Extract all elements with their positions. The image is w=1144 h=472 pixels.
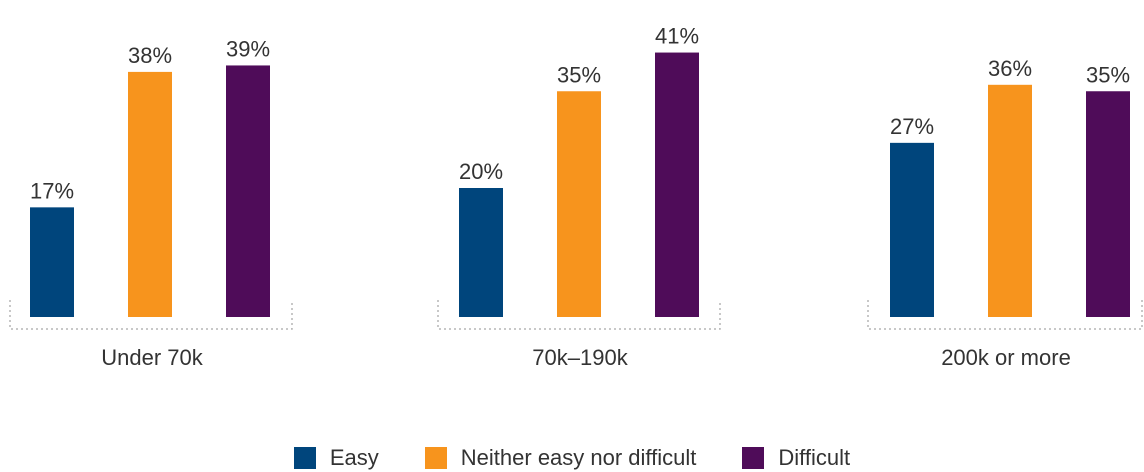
bar-neither-easy-nor-difficult-200k-or-more (988, 84, 1032, 317)
bar-easy-200k-or-more (890, 142, 934, 317)
legend-swatch-neither (424, 447, 447, 469)
legend-label-difficult: Difficult (778, 445, 851, 470)
legend-label-neither: Neither easy nor difficult (460, 445, 697, 470)
group-bracket (867, 300, 1143, 330)
bar-difficult-200k-or-more (1086, 91, 1130, 317)
data-label-difficult-70k-190k: 41% (655, 24, 699, 49)
bar-difficult-under-70k (226, 65, 270, 317)
category-label-under-70k: Under 70k (101, 345, 204, 370)
bar-neither-easy-nor-difficult-70k-190k (557, 91, 601, 317)
bar-group-under-70k: 17% 38% 39% Under 70k (9, 36, 293, 370)
data-label-easy-under-70k: 17% (30, 178, 74, 203)
data-label-neither-easy-nor-difficult-200k-or-more: 36% (988, 56, 1032, 81)
bar-difficult-70k-190k (655, 52, 699, 318)
data-label-easy-70k-190k: 20% (459, 159, 503, 184)
data-label-easy-200k-or-more: 27% (890, 114, 934, 139)
bar-chart: 17% 38% 39% Under 70k 20% 35% 41% 70k–190k 27% 36… (9, 24, 1143, 370)
legend-label-easy: Easy (329, 445, 379, 470)
bar-neither-easy-nor-difficult-under-70k (128, 71, 172, 318)
category-label-70k-190k: 70k–190k (532, 345, 628, 370)
bar-easy-70k-190k (459, 188, 503, 317)
legend-swatch-easy (293, 447, 316, 469)
category-label-200k-or-more: 200k or more (941, 345, 1071, 370)
bar-easy-under-70k (30, 207, 74, 317)
data-label-neither-easy-nor-difficult-under-70k: 38% (128, 43, 172, 68)
bar-group-200k-or-more: 27% 36% 35% 200k or more (867, 56, 1143, 370)
data-label-difficult-under-70k: 39% (226, 36, 270, 61)
bar-group-70k-190k: 20% 35% 41% 70k–190k (437, 24, 721, 370)
legend-swatch-difficult (742, 447, 765, 469)
legend-item-easy: Easy (293, 445, 379, 471)
group-bracket (437, 300, 721, 330)
group-bracket (9, 300, 293, 330)
legend-item-difficult: Difficult (742, 445, 850, 471)
legend-item-neither: Neither easy nor difficult (424, 445, 697, 471)
data-label-difficult-200k-or-more: 35% (1086, 62, 1130, 87)
data-label-neither-easy-nor-difficult-70k-190k: 35% (557, 62, 601, 87)
legend: Easy Neither easy nor difficult Difficul… (0, 444, 1144, 472)
